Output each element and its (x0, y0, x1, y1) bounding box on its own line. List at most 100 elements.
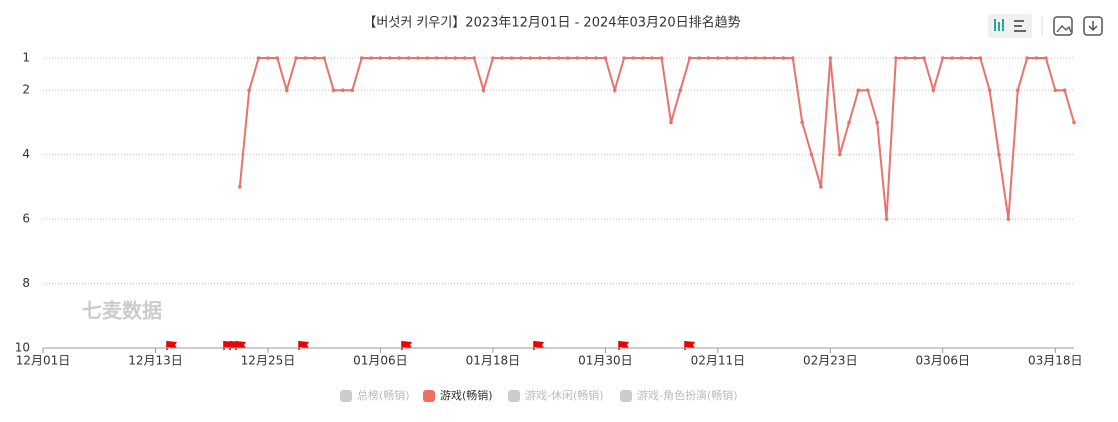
legend-swatch (423, 390, 435, 402)
data-point (537, 56, 542, 60)
data-point (434, 56, 439, 60)
data-point (884, 217, 889, 221)
y-tick-label: 2 (22, 83, 30, 97)
data-point (809, 152, 814, 157)
data-point (744, 56, 748, 60)
data-point (997, 152, 1001, 157)
data-point (959, 56, 964, 60)
legend-item[interactable]: 游戏-角色扮演(畅销) (620, 388, 738, 402)
x-tick-label: 01月06日 (353, 354, 408, 368)
data-point (416, 56, 420, 60)
data-point (359, 56, 364, 60)
data-point (856, 88, 861, 93)
data-point (969, 56, 973, 60)
data-point (922, 56, 926, 60)
data-point (734, 56, 739, 60)
data-point (406, 56, 411, 60)
data-point (266, 56, 270, 60)
x-tick-label: 12月25日 (241, 354, 296, 368)
data-point (866, 88, 870, 93)
data-point (716, 56, 720, 60)
toolbar (988, 14, 1103, 38)
data-point (791, 56, 795, 60)
data-point (772, 56, 776, 60)
y-tick-label: 1 (22, 51, 30, 65)
data-point (1053, 88, 1058, 93)
data-point (622, 56, 626, 60)
data-point (837, 152, 842, 157)
legend-label: 游戏-角色扮演(畅销) (637, 388, 738, 402)
data-point (781, 56, 786, 60)
data-point (1015, 88, 1020, 93)
data-point (1006, 217, 1011, 221)
data-point (1025, 56, 1029, 60)
y-tick-label: 6 (22, 212, 30, 226)
data-point (547, 56, 551, 60)
data-point (528, 56, 533, 60)
legend-label: 总榜(畅销) (357, 388, 410, 402)
legend-label: 游戏(畅销) (440, 388, 493, 402)
x-tick-label: 02月23日 (803, 354, 858, 368)
x-tick-label: 12月13日 (128, 354, 183, 368)
data-point (472, 56, 476, 60)
save-image-button[interactable] (1053, 16, 1073, 36)
data-point (753, 56, 758, 60)
data-point (669, 120, 673, 125)
data-point (987, 88, 992, 93)
data-point (322, 56, 326, 60)
data-point (1062, 88, 1067, 93)
data-point (481, 88, 486, 93)
data-point (500, 56, 505, 60)
data-point (247, 88, 251, 93)
data-point (678, 88, 683, 93)
data-point (238, 185, 242, 189)
chart-title: 【버섯커 키우기】2023年12月01日 - 2024年03月20日排名趋势 (363, 15, 740, 31)
data-point (397, 56, 401, 60)
data-point (275, 56, 280, 60)
data-point (603, 56, 608, 60)
legend-item[interactable]: 游戏(畅销) (423, 388, 493, 402)
data-point (903, 56, 908, 60)
data-point (303, 56, 308, 60)
data-point (519, 56, 523, 60)
legend-item[interactable]: 游戏-休闲(畅销) (508, 388, 604, 402)
data-point (1034, 56, 1039, 60)
data-point (387, 56, 392, 60)
data-point (1072, 120, 1076, 125)
watermark: 七麦数据 (82, 299, 162, 323)
x-tick-label: 01月18日 (466, 354, 521, 368)
data-point (256, 56, 261, 60)
data-point (650, 56, 655, 60)
data-point (556, 56, 561, 60)
data-point (894, 56, 898, 60)
data-point (425, 56, 430, 60)
data-point (978, 56, 983, 60)
data-point (800, 120, 804, 125)
data-point (631, 56, 636, 60)
download-button[interactable] (1083, 16, 1103, 36)
data-point (369, 56, 373, 60)
y-tick-label: 10 (15, 341, 30, 355)
data-point (641, 56, 645, 60)
data-point (378, 56, 383, 60)
data-point (725, 56, 730, 60)
data-point (350, 88, 355, 93)
legend-item[interactable]: 总榜(畅销) (340, 388, 410, 402)
data-point (509, 56, 514, 60)
data-point (659, 56, 664, 60)
series-line (238, 57, 1075, 220)
legend-swatch (340, 390, 352, 402)
data-point (940, 56, 945, 60)
data-point (931, 88, 936, 93)
data-point (313, 56, 317, 60)
data-point (341, 88, 345, 93)
data-point (566, 56, 570, 60)
data-point (706, 56, 711, 60)
data-point (875, 120, 879, 125)
data-point (491, 56, 495, 60)
x-tick-label: 03月06日 (916, 354, 971, 368)
data-point (594, 56, 598, 60)
data-point (847, 120, 851, 125)
